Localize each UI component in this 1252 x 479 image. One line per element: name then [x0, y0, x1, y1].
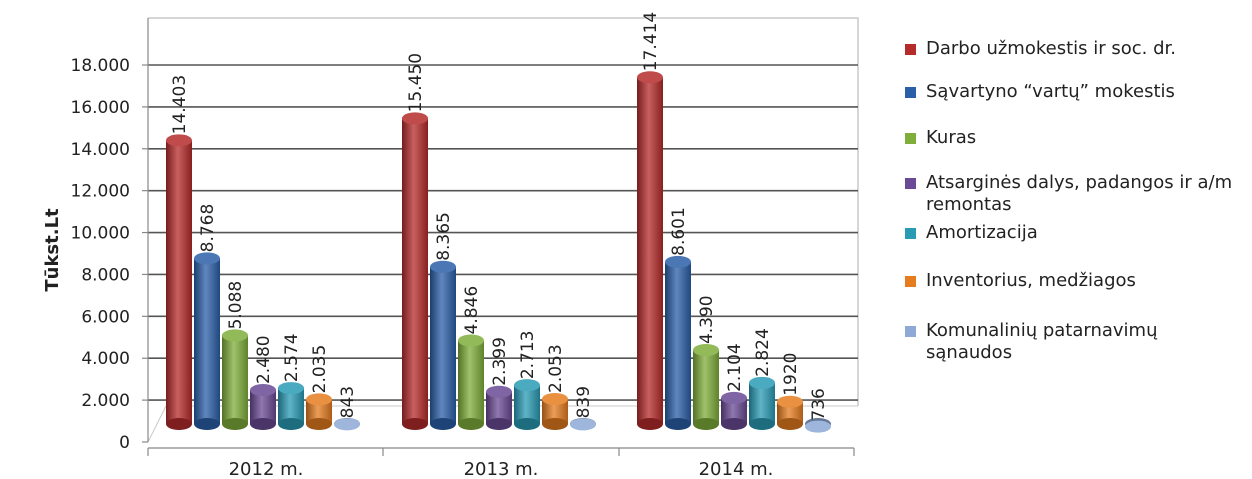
data-label: 2.399	[490, 337, 510, 386]
data-label: 2.035	[310, 345, 330, 394]
bars	[166, 71, 831, 433]
bar	[306, 393, 332, 430]
y-axis-label: Tūkst.Lt	[42, 208, 63, 292]
data-label: 17.414	[641, 12, 661, 71]
bar	[278, 382, 304, 430]
legend-swatch	[905, 228, 916, 239]
bar	[693, 344, 719, 430]
bar	[250, 384, 276, 430]
legend-swatch	[905, 178, 916, 189]
data-label: 736	[809, 388, 829, 420]
x-axis: 2012 m. 2013 m. 2014 m.	[147, 447, 855, 479]
data-label: 2.480	[254, 335, 274, 384]
legend-label: Sąvartyno “vartų” mokestis	[926, 81, 1175, 102]
legend-item: Komunalinių patarnavimų sąnaudos	[905, 320, 1246, 364]
data-label: 8.601	[669, 207, 689, 256]
y-tick-label: 12.000	[71, 182, 130, 202]
data-label: 2.574	[282, 333, 302, 382]
y-tick-label: 6.000	[81, 307, 130, 327]
legend-item: Amortizacija	[905, 222, 1246, 244]
legend-item: Darbo užmokestis ir soc. dr.	[905, 38, 1246, 60]
y-tick-label: 8.000	[81, 265, 130, 285]
x-tick-label: 2013 m.	[464, 459, 539, 479]
legend-label: Darbo užmokestis ir soc. dr.	[926, 38, 1176, 59]
bar	[402, 112, 428, 430]
legend-item: Atsarginės dalys, padangos ir a/m remont…	[905, 172, 1246, 216]
y-tick-label: 4.000	[81, 349, 130, 369]
data-label: 839	[574, 386, 594, 418]
bar	[665, 255, 691, 430]
legend-swatch	[905, 133, 916, 144]
bar	[334, 418, 360, 431]
y-tick-label: 0	[119, 433, 130, 453]
bar	[166, 134, 192, 430]
data-label: 4.846	[462, 286, 482, 335]
y-tick-label: 16.000	[71, 98, 130, 118]
y-tick-label: 18.000	[71, 56, 130, 76]
legend-label: Kuras	[926, 127, 977, 148]
y-axis: 0 2.000 4.000 6.000 8.000 10.000 12.000 14.000 1…	[71, 18, 149, 453]
legend-label: Inventorius, medžiagos	[926, 270, 1136, 291]
x-tick-label: 2012 m.	[229, 459, 304, 479]
bar	[542, 393, 568, 430]
data-label: 1920	[781, 353, 801, 396]
bar	[514, 379, 540, 430]
bar	[222, 329, 248, 430]
legend-swatch	[905, 326, 916, 337]
data-label: 2.053	[546, 344, 566, 393]
data-label: 8.768	[198, 204, 218, 253]
bar	[458, 334, 484, 430]
data-label: 4.390	[697, 295, 717, 344]
data-label: 2.713	[518, 331, 538, 380]
plot-border	[148, 17, 859, 406]
data-label: 8.365	[434, 212, 454, 261]
legend-item: Kuras	[905, 127, 1246, 149]
bar	[805, 418, 831, 433]
y-tick-label: 10.000	[71, 224, 130, 244]
legend-swatch	[905, 276, 916, 287]
bar	[777, 395, 803, 430]
data-labels: 14.403 8.768 5.088 2.480 2.574 2.035 843 15.450…	[170, 12, 829, 421]
data-label: 14.403	[170, 75, 190, 134]
data-label: 5.088	[226, 281, 246, 330]
x-tick-label: 2014 m.	[699, 459, 774, 479]
data-label: 2.104	[725, 343, 745, 392]
y-tick-label: 2.000	[81, 391, 130, 411]
bar	[430, 260, 456, 430]
bar	[637, 71, 663, 430]
legend-label: Amortizacija	[926, 222, 1038, 243]
bar	[486, 385, 512, 430]
legend-label: Atsarginės dalys, padangos ir a/m remont…	[926, 172, 1233, 215]
legend-label: Komunalinių patarnavimų sąnaudos	[926, 320, 1158, 363]
y-tick-label: 14.000	[71, 140, 130, 160]
bar	[194, 252, 220, 430]
legend-swatch	[905, 44, 916, 55]
legend-swatch	[905, 87, 916, 98]
data-label: 2.824	[753, 328, 773, 377]
data-label: 843	[338, 386, 358, 418]
bar	[749, 376, 775, 430]
legend-item: Inventorius, medžiagos	[905, 270, 1246, 292]
data-label: 15.450	[406, 53, 426, 112]
bar	[721, 391, 747, 430]
legend-item: Sąvartyno “vartų” mokestis	[905, 81, 1246, 103]
bar	[570, 418, 596, 431]
